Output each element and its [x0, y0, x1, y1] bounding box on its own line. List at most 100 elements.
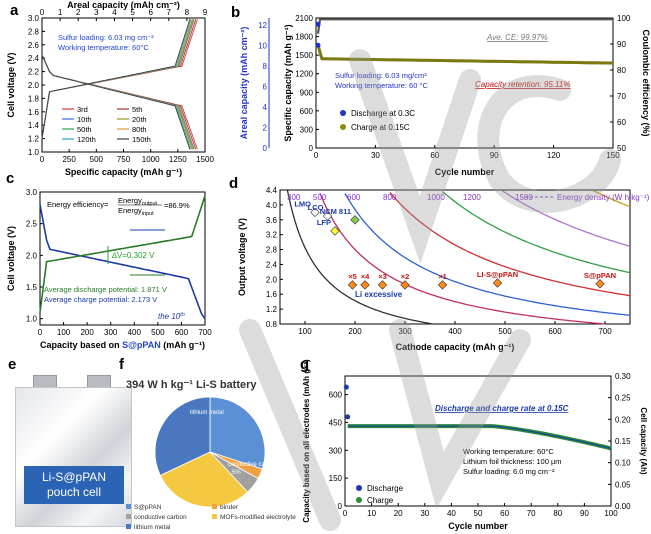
x-tick-label: 400: [128, 328, 142, 337]
y-tick-label: 2.0: [28, 81, 40, 90]
energy-density-tick: 1200: [463, 193, 481, 202]
pie-title: 394 W h kg⁻¹ Li-S battery: [126, 379, 257, 391]
panel-label-c: c: [6, 170, 15, 187]
pouch-body: Li-S@pPAN pouch cell: [15, 387, 132, 527]
y-tick-label: 1.5: [26, 283, 38, 292]
data-point-label: ×1: [438, 272, 447, 281]
energy-density-tick: 1500: [515, 193, 533, 202]
x-axis-label: Cycle number: [448, 521, 508, 531]
x-axis-label-suffix: (mAh g⁻¹): [161, 340, 205, 350]
panel-label-g: g: [300, 356, 310, 373]
x-tick-label: 30: [420, 509, 429, 518]
y-tick-label: 2.4: [28, 54, 40, 63]
legend-label-discharge: Discharge at 0.3C: [351, 109, 415, 118]
x-tick-label: 700: [598, 327, 612, 336]
x-tick-label: 600: [175, 328, 189, 337]
y2-tick-label: 0.15: [615, 437, 631, 446]
energy-density-tick: 800: [383, 193, 397, 202]
legend-label: 50th: [77, 125, 92, 134]
y-tick-label: 2100: [295, 14, 313, 23]
annotation-retention: Capacity retention: 95.11%: [475, 80, 570, 89]
legend-label-charge: Charge: [367, 496, 394, 505]
y3-tick-label: 50: [617, 144, 626, 153]
pie-legend-label: MOFs-modified electrolyte: [220, 514, 296, 521]
legend-marker-discharge: [340, 110, 346, 116]
x2-tick-label: 5: [130, 8, 135, 17]
pie-legend-swatch: [126, 504, 131, 509]
y2-tick-label: 6: [263, 82, 268, 91]
efficiency-label: Energy efficiency=: [47, 200, 109, 209]
discharge-series: [347, 425, 612, 449]
energy-density-tick: 600: [347, 193, 361, 202]
y-axis-label: Cell voltage (V): [6, 226, 16, 291]
pie-legend-swatch: [126, 524, 131, 529]
efficiency-numerator: Energyoutput: [118, 196, 158, 207]
x-axis-label-prefix: Capacity based on: [40, 340, 122, 350]
discharge-curve-3rd: [41, 54, 198, 150]
chart-f: 394 W h kg⁻¹ Li-S battery lithium metal co…: [126, 379, 296, 531]
y-tick-label: 1.4: [28, 121, 40, 130]
x-axis-label: Cycle number: [435, 167, 495, 177]
y2-tick-label: 0.10: [615, 459, 631, 468]
discharge-curve-50th: [41, 54, 193, 150]
cycle-label: the 10th: [158, 312, 185, 321]
pie-inner-label: 5%: [232, 470, 241, 476]
y3-axis-label: Coulombic efficiency (%): [641, 29, 651, 136]
y-tick-label: 0.8: [266, 320, 278, 329]
y-tick-label: 1500: [295, 51, 313, 60]
x2-tick-label: 7: [167, 8, 172, 17]
y-tick-label: 1.6: [266, 290, 278, 299]
x-tick-label: 0: [314, 151, 319, 160]
ce-series: [316, 18, 613, 34]
annotation-0: Working temperature: 60°C: [463, 447, 554, 456]
data-point: [437, 280, 448, 290]
x-tick-label: 300: [398, 327, 412, 336]
data-point-label: LCO: [308, 203, 324, 212]
energy-curve-1000: [442, 191, 631, 274]
y-tick-label: 3.6: [266, 216, 278, 225]
x-axis-label: Capacity based on S@pPAN (mAh g⁻¹): [40, 340, 205, 350]
discharge-first-point: [343, 384, 349, 390]
discharge-first-point: [315, 42, 321, 48]
legend-label-discharge: Discharge: [367, 484, 404, 493]
y-tick-label: 2.8: [266, 246, 278, 255]
y-tick-label: 1.6: [28, 108, 40, 117]
y-tick-label: 300: [329, 446, 343, 455]
efficiency-value: =86.9%: [164, 201, 190, 210]
chart-a: 1.01.21.41.61.82.02.22.42.62.83.00 250 500…: [6, 0, 214, 177]
pie-slice-MOFs-modified-electrolyte: [159, 451, 249, 508]
discharge-series: [317, 45, 613, 65]
y-tick-label: 2.4: [266, 260, 278, 269]
data-point: [360, 280, 370, 290]
y-tick-label: 1.2: [266, 305, 278, 314]
annotation-loading: Sulfur loading: 6.03 mg cm⁻²: [58, 33, 154, 42]
legend-label: 80th: [132, 125, 147, 134]
pie-legend-label: conductive carbon: [134, 514, 187, 521]
efficiency-denominator-word: Energy: [118, 206, 142, 215]
x-tick-label: 60: [500, 509, 509, 518]
x-tick-label: 20: [394, 509, 403, 518]
discharge-curve: [39, 204, 206, 320]
discharge-curve-5th: [41, 54, 197, 150]
y2-tick-label: 0.00: [615, 502, 631, 511]
data-point-label: ×3: [378, 272, 387, 281]
y-tick-label: 3.0: [28, 14, 40, 23]
legend-marker-charge: [356, 497, 362, 503]
data-point: [330, 226, 340, 236]
data-point-label: LFP: [317, 218, 331, 227]
energy-density-tick: 500: [313, 193, 327, 202]
energy-curve-1200: [502, 190, 631, 247]
panel-label-b: b: [231, 4, 241, 21]
legend-label: 150th: [132, 135, 151, 144]
pouch-cell-photo: Li-S@pPAN pouch cell: [15, 375, 132, 527]
x2-tick-label: 4: [112, 8, 117, 17]
pouch-label-line1: Li-S@pPAN: [42, 470, 106, 484]
annotation-temperature: Working temperature: 60°C: [58, 43, 149, 52]
y3-tick-label: 70: [617, 92, 626, 101]
x-axis-label-highlight: S@pPAN: [122, 340, 161, 350]
x2-tick-label: 0: [40, 8, 45, 17]
x-tick-label: 80: [553, 509, 562, 518]
chart-c: 1.0 1.5 2.0 2.5 3.0 0 100 200 300 400 500 600 700 Cap…: [6, 188, 212, 350]
data-point: [310, 207, 320, 218]
x-tick-label: 500: [90, 155, 104, 164]
